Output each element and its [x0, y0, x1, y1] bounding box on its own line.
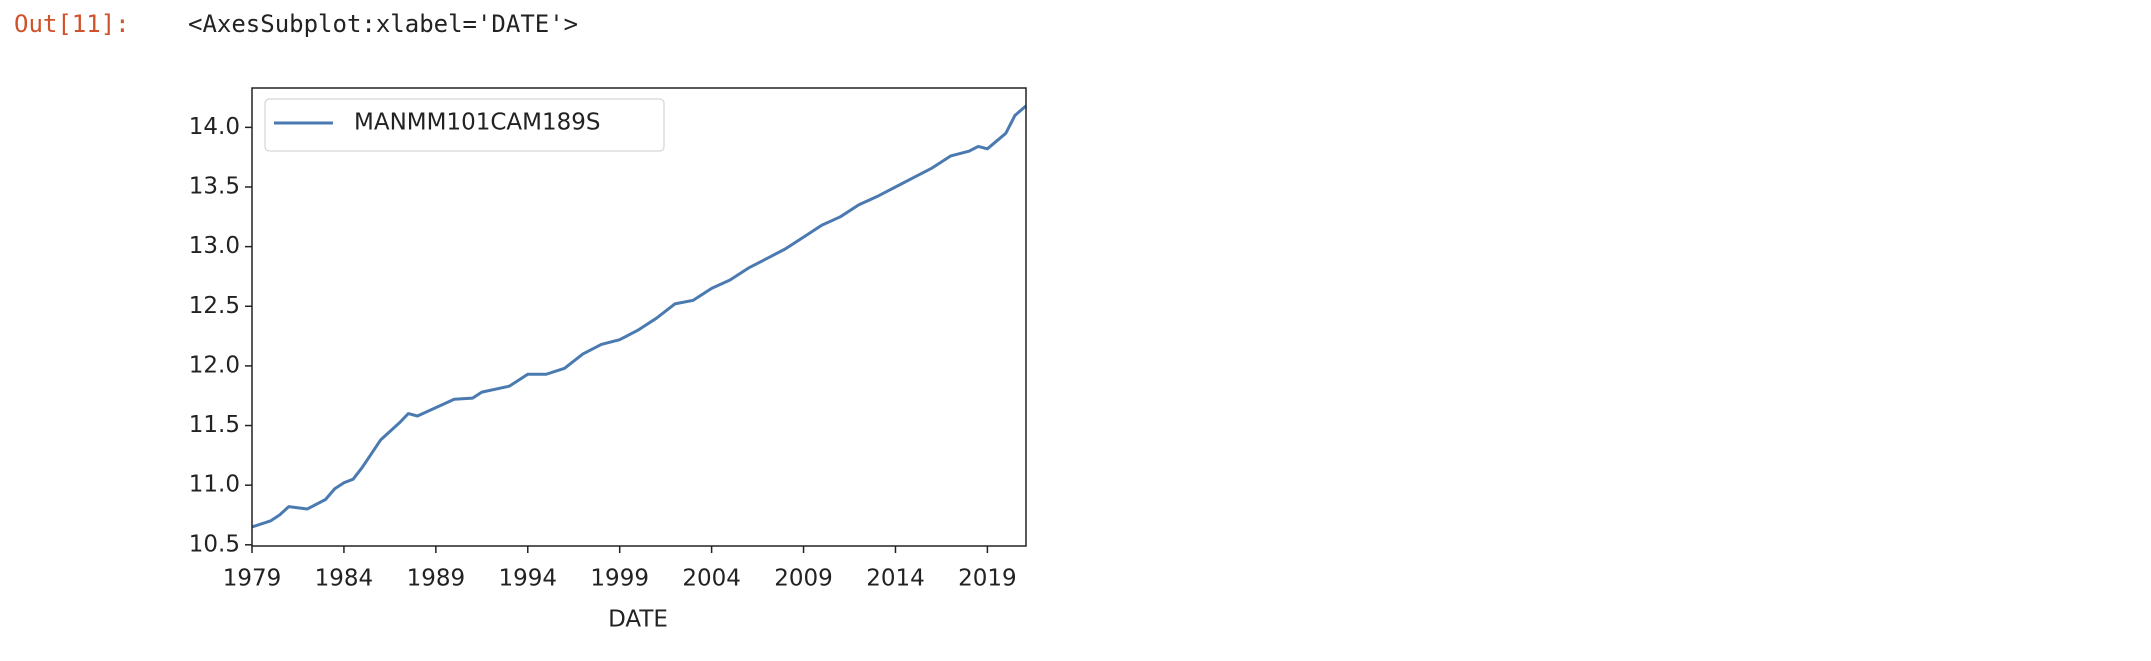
y-tick-label: 13.0 — [189, 233, 240, 259]
line-series — [251, 104, 1027, 529]
x-tick-label: 1999 — [590, 566, 649, 592]
y-tick-label: 11.0 — [189, 472, 240, 498]
x-tick-label: 1994 — [498, 566, 557, 592]
x-axis-label: DATE — [608, 607, 668, 633]
plot-frame — [251, 87, 1027, 547]
out-prompt: Out[11]: — [14, 10, 130, 38]
y-tick-label: 13.5 — [189, 173, 240, 199]
y-tick-label: 12.5 — [189, 293, 240, 319]
output-repr: <AxesSubplot:xlabel='DATE'> — [188, 10, 578, 38]
x-tick-label: 2014 — [866, 566, 925, 592]
legend-box — [264, 98, 665, 152]
y-tick-label: 12.0 — [189, 352, 240, 378]
x-tick-label: 1989 — [407, 566, 466, 592]
y-tick-label: 14.0 — [189, 114, 240, 140]
x-tick-label: 2009 — [774, 566, 833, 592]
y-tick-label: 11.5 — [189, 412, 240, 438]
y-tick-label: 10.5 — [189, 531, 240, 557]
x-tick-label: 1979 — [223, 566, 282, 592]
legend-label: MANMM101CAM189S — [354, 110, 601, 136]
x-tick-label: 1984 — [315, 566, 374, 592]
x-tick-label: 2004 — [682, 566, 741, 592]
x-tick-label: 2019 — [958, 566, 1017, 592]
